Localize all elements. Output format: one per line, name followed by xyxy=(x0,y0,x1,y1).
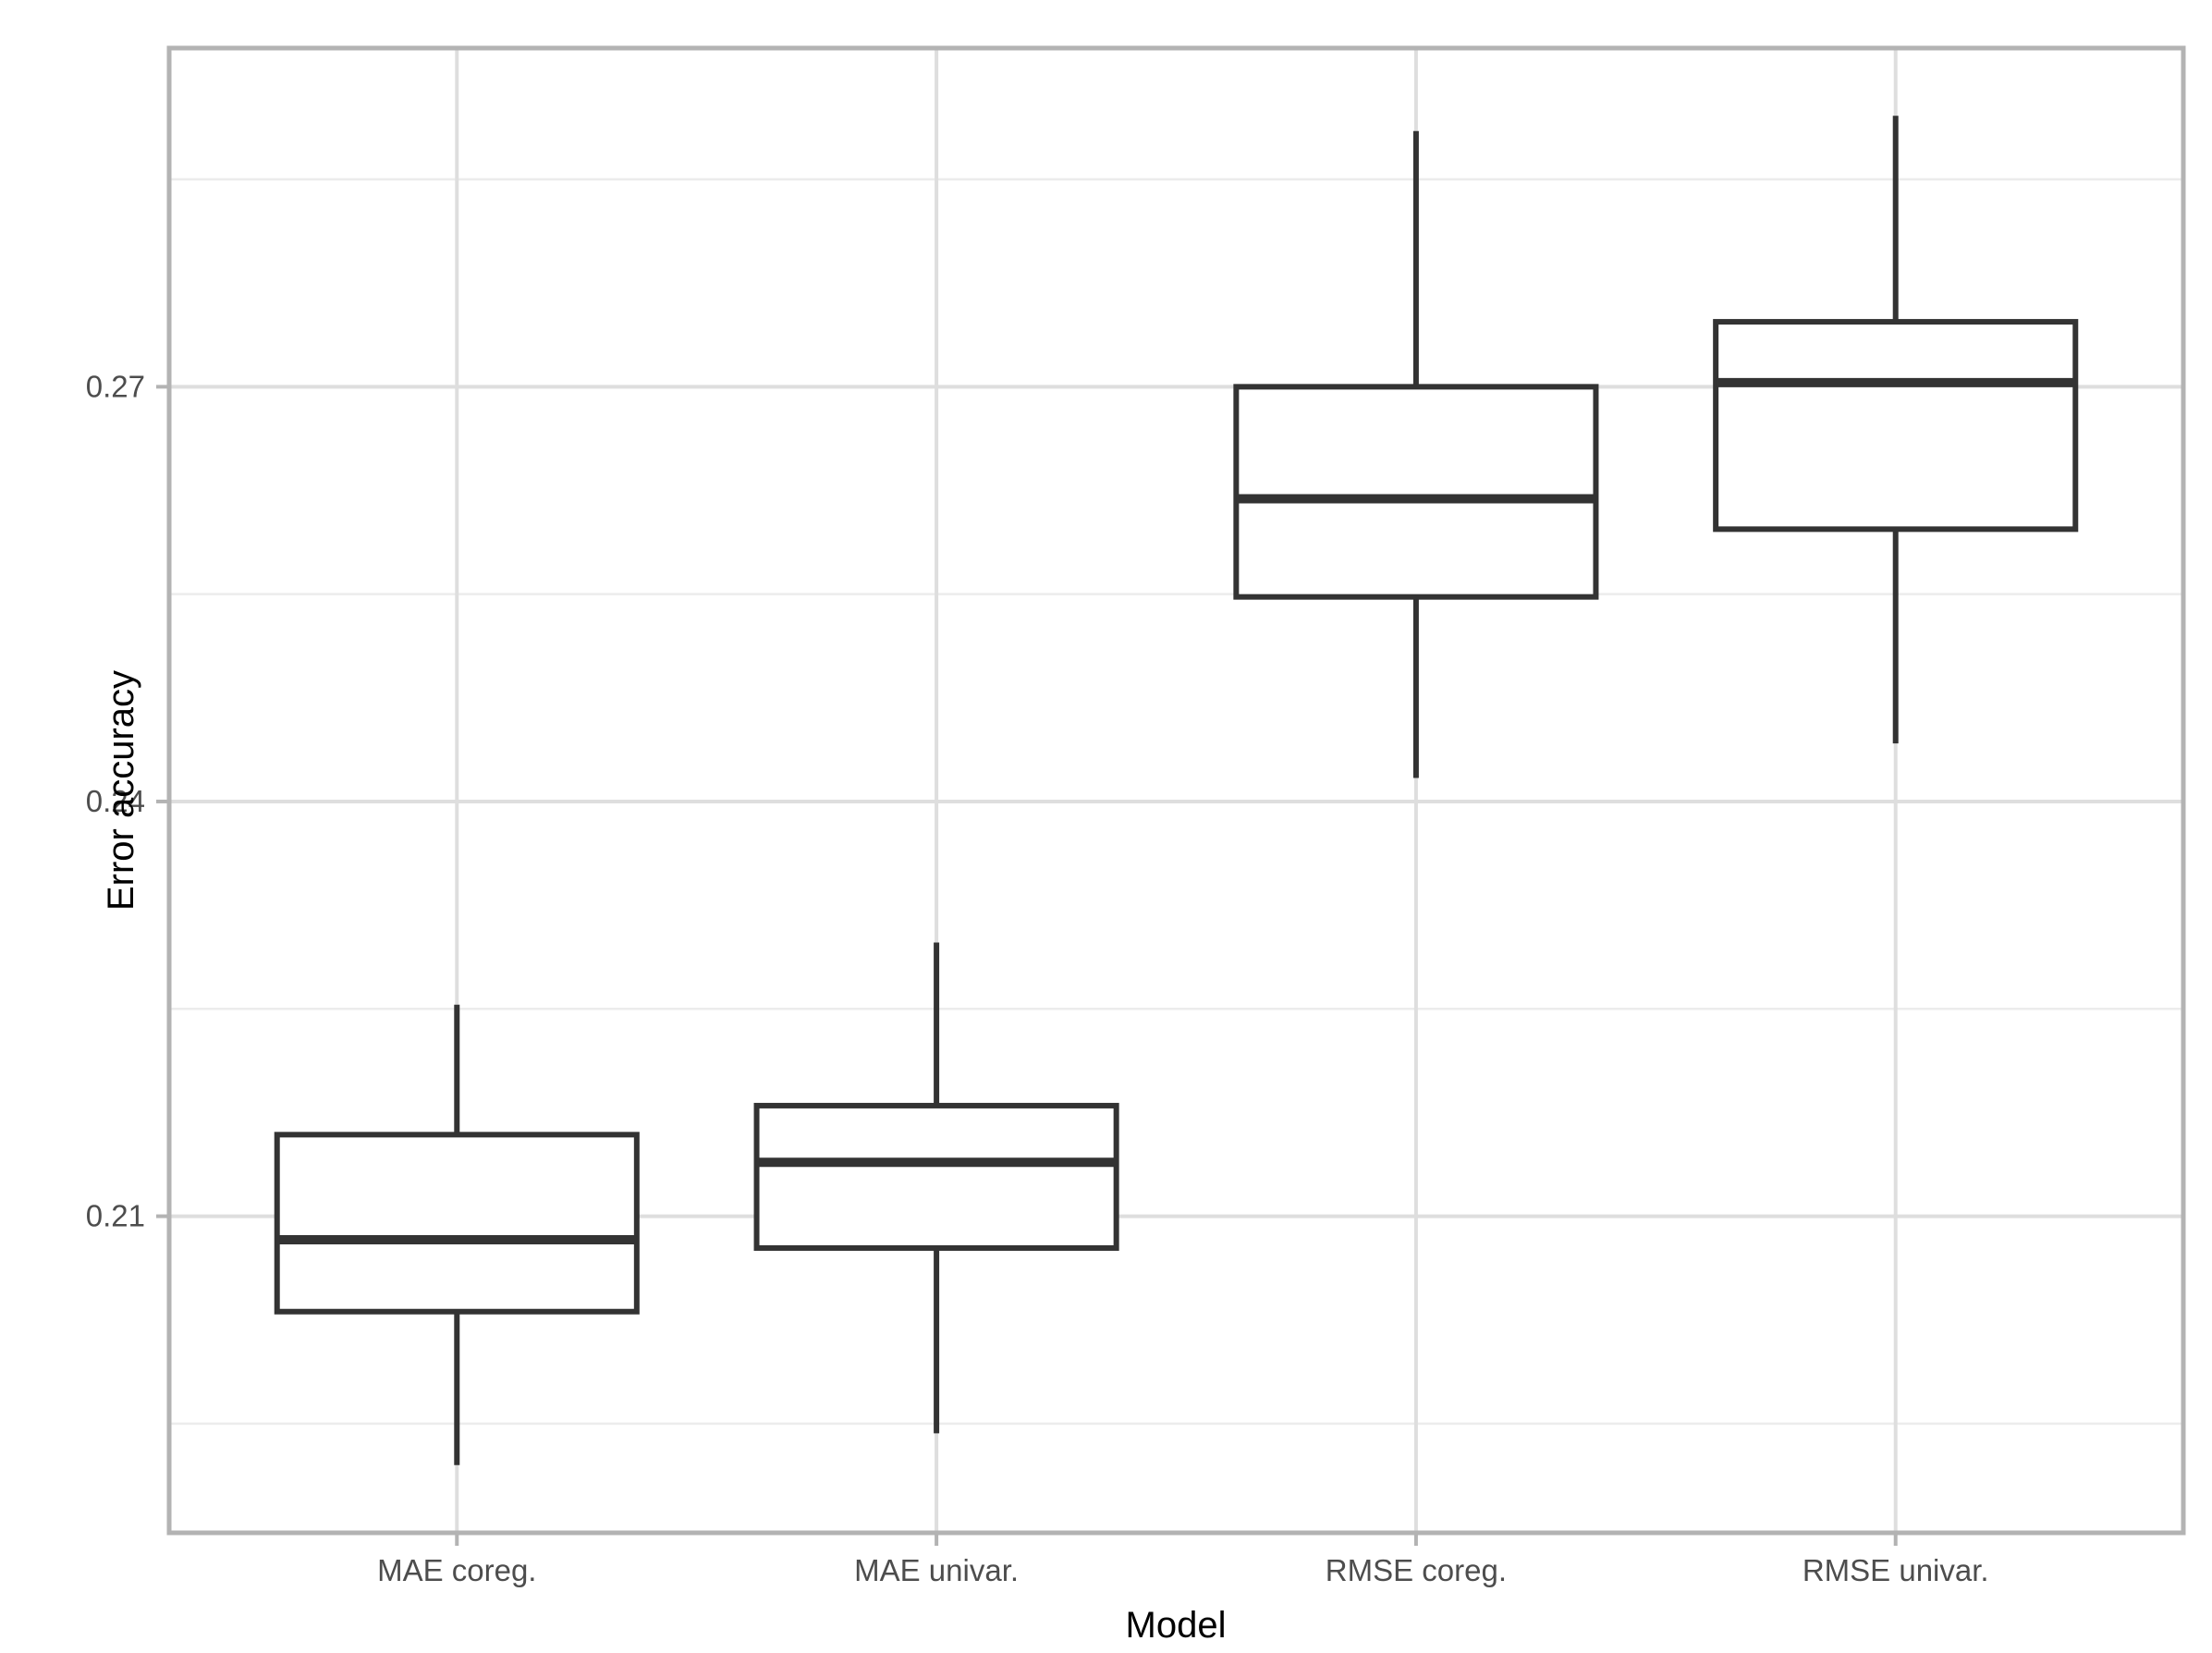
x-category-label: RMSE coreg. xyxy=(1326,1553,1507,1587)
y-tick-label: 0.21 xyxy=(86,1199,145,1233)
boxplot-box xyxy=(1233,384,1599,600)
x-category-label: RMSE univar. xyxy=(1803,1553,1989,1587)
x-category-label: MAE univar. xyxy=(854,1553,1019,1587)
boxplot-box xyxy=(1713,319,2079,533)
boxplot-box xyxy=(274,1132,640,1315)
x-category-label: MAE coreg. xyxy=(377,1553,536,1587)
panel-border xyxy=(166,45,2186,1536)
y-axis-title: Error accuracy xyxy=(101,669,142,912)
y-tick-label: 0.27 xyxy=(86,369,145,403)
y-tick-label: 0.24 xyxy=(86,784,145,818)
x-axis-title: Model xyxy=(1125,1605,1227,1646)
boxplot-box xyxy=(753,1102,1119,1251)
